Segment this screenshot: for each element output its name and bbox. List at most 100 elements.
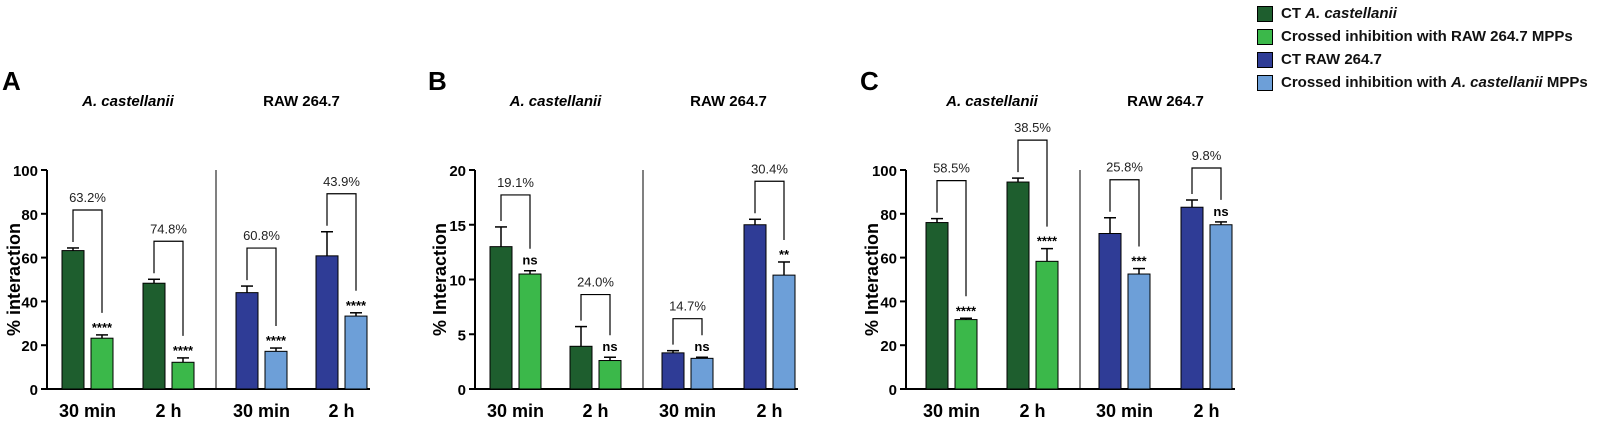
percent-reduction-label: 19.1% (497, 175, 534, 190)
bar-control (489, 246, 513, 390)
bar-crossed-inhibition (518, 273, 542, 390)
bar-control (61, 250, 85, 390)
y-tick-label: 80 (880, 207, 897, 224)
comparison-bracket (580, 293, 611, 336)
y-tick-label: 100 (872, 163, 897, 180)
bar-control (142, 282, 166, 390)
y-tick-label: 0 (889, 382, 897, 399)
percent-reduction-label: 43.9% (323, 174, 360, 189)
comparison-bracket (72, 209, 103, 313)
y-tick-label: 80 (21, 207, 38, 224)
comparison-bracket (326, 193, 357, 291)
y-tick-label: 0 (458, 382, 466, 399)
x-category-label: 2 h (155, 401, 181, 421)
x-category-label: 2 h (1193, 401, 1219, 421)
panel-label: B (428, 66, 447, 96)
percent-reduction-label: 24.0% (577, 275, 614, 290)
x-category-label: 30 min (233, 401, 290, 421)
bar-crossed-inhibition (690, 357, 714, 390)
y-tick-label: 10 (449, 273, 466, 290)
bar-crossed-inhibition (1127, 273, 1151, 390)
legend-label: CT RAW 264.7 (1281, 51, 1382, 68)
y-axis-label: % Interaction (862, 223, 882, 336)
bar-control (661, 352, 685, 390)
comparison-bracket (500, 194, 531, 249)
significance-label: **** (346, 298, 367, 313)
legend-item-cross-acanthamoeba: Crossed inhibition with A. castellanii M… (1257, 71, 1617, 94)
x-category-label: 2 h (328, 401, 354, 421)
group-title: A. castellanii (81, 93, 175, 110)
y-tick-label: 60 (21, 251, 38, 268)
x-category-label: 2 h (1019, 401, 1045, 421)
y-tick-label: 40 (880, 294, 897, 311)
group-title: RAW 264.7 (1127, 93, 1204, 110)
bar-crossed-inhibition (1035, 260, 1059, 390)
significance-label: **** (92, 320, 113, 335)
significance-label: ns (602, 339, 617, 354)
percent-reduction-label: 58.5% (933, 161, 970, 176)
x-category-label: 2 h (756, 401, 782, 421)
x-category-label: 30 min (487, 401, 544, 421)
y-tick-label: 20 (21, 338, 38, 355)
bar-control (743, 224, 767, 390)
y-axis-label: % Interaction (430, 223, 450, 336)
bar-control (1006, 181, 1030, 390)
x-category-label: 30 min (923, 401, 980, 421)
percent-reduction-label: 25.8% (1106, 160, 1143, 175)
group-title: A. castellanii (945, 93, 1039, 110)
bar-control (925, 222, 949, 390)
bar-control (235, 292, 259, 390)
bar-crossed-inhibition (90, 337, 114, 390)
legend: CT A. castellanii Crossed inhibition wit… (1257, 2, 1617, 94)
y-tick-label: 20 (880, 338, 897, 355)
bar-crossed-inhibition (171, 361, 195, 390)
significance-label: *** (1131, 254, 1147, 269)
bar-crossed-inhibition (1209, 224, 1233, 390)
legend-item-cross-raw: Crossed inhibition with RAW 264.7 MPPs (1257, 25, 1617, 48)
bar-crossed-inhibition (598, 360, 622, 390)
percent-reduction-label: 30.4% (751, 161, 788, 176)
y-tick-label: 20 (449, 163, 466, 180)
legend-swatch (1257, 51, 1273, 68)
percent-reduction-label: 60.8% (243, 228, 280, 243)
bar-control (315, 255, 339, 390)
bar-control (1098, 233, 1122, 390)
bar-control (569, 345, 593, 390)
significance-label: ns (1213, 204, 1228, 219)
group-title: RAW 264.7 (263, 93, 340, 110)
bar-crossed-inhibition (954, 319, 978, 390)
y-tick-label: 0 (30, 382, 38, 399)
legend-item-ct-raw: CT RAW 264.7 (1257, 48, 1617, 71)
significance-label: ns (694, 339, 709, 354)
comparison-bracket (672, 318, 703, 345)
significance-label: ns (522, 253, 537, 268)
y-axis-label: % interaction (4, 223, 24, 336)
comparison-bracket (1017, 139, 1048, 227)
bar-crossed-inhibition (344, 315, 368, 390)
comparison-bracket (754, 180, 785, 240)
bar-control (1180, 206, 1204, 390)
legend-label: CT A. castellanii (1281, 5, 1397, 22)
x-category-label: 30 min (659, 401, 716, 421)
significance-label: **** (266, 333, 287, 348)
y-tick-label: 15 (449, 218, 466, 235)
y-tick-label: 40 (21, 294, 38, 311)
percent-reduction-label: 14.7% (669, 299, 706, 314)
percent-reduction-label: 9.8% (1192, 148, 1222, 163)
x-category-label: 30 min (59, 401, 116, 421)
comparison-bracket (153, 240, 184, 336)
bar-crossed-inhibition (264, 350, 288, 390)
legend-label: Crossed inhibition with RAW 264.7 MPPs (1281, 28, 1573, 45)
significance-label: **** (956, 303, 977, 318)
legend-swatch (1257, 74, 1273, 91)
y-tick-label: 60 (880, 251, 897, 268)
significance-label: **** (1037, 234, 1058, 249)
y-tick-label: 5 (458, 327, 466, 344)
panel-label: C (860, 66, 879, 96)
comparison-bracket (246, 247, 277, 327)
percent-reduction-label: 38.5% (1014, 120, 1051, 135)
group-title: RAW 264.7 (690, 93, 767, 110)
significance-label: ** (779, 247, 790, 262)
comparison-bracket (936, 180, 967, 297)
